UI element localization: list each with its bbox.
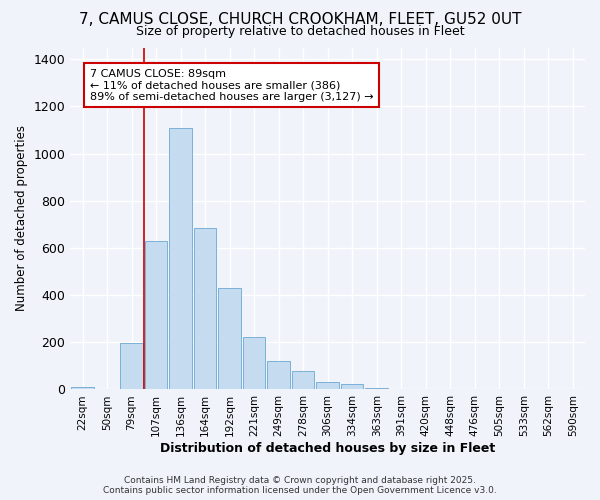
X-axis label: Distribution of detached houses by size in Fleet: Distribution of detached houses by size …	[160, 442, 495, 455]
Bar	[292, 370, 314, 390]
Bar	[243, 337, 265, 390]
Bar	[268, 361, 290, 390]
Text: Size of property relative to detached houses in Fleet: Size of property relative to detached ho…	[136, 25, 464, 38]
Bar	[194, 228, 217, 390]
Bar	[145, 241, 167, 390]
Text: 7, CAMUS CLOSE, CHURCH CROOKHAM, FLEET, GU52 0UT: 7, CAMUS CLOSE, CHURCH CROOKHAM, FLEET, …	[79, 12, 521, 28]
Bar	[120, 344, 143, 390]
Bar	[169, 128, 192, 390]
Bar	[218, 288, 241, 390]
Bar	[71, 386, 94, 390]
Bar	[365, 388, 388, 390]
Text: Contains HM Land Registry data © Crown copyright and database right 2025.
Contai: Contains HM Land Registry data © Crown c…	[103, 476, 497, 495]
Text: 7 CAMUS CLOSE: 89sqm
← 11% of detached houses are smaller (386)
89% of semi-deta: 7 CAMUS CLOSE: 89sqm ← 11% of detached h…	[90, 68, 374, 102]
Bar	[341, 384, 364, 390]
Y-axis label: Number of detached properties: Number of detached properties	[15, 126, 28, 312]
Bar	[316, 382, 339, 390]
